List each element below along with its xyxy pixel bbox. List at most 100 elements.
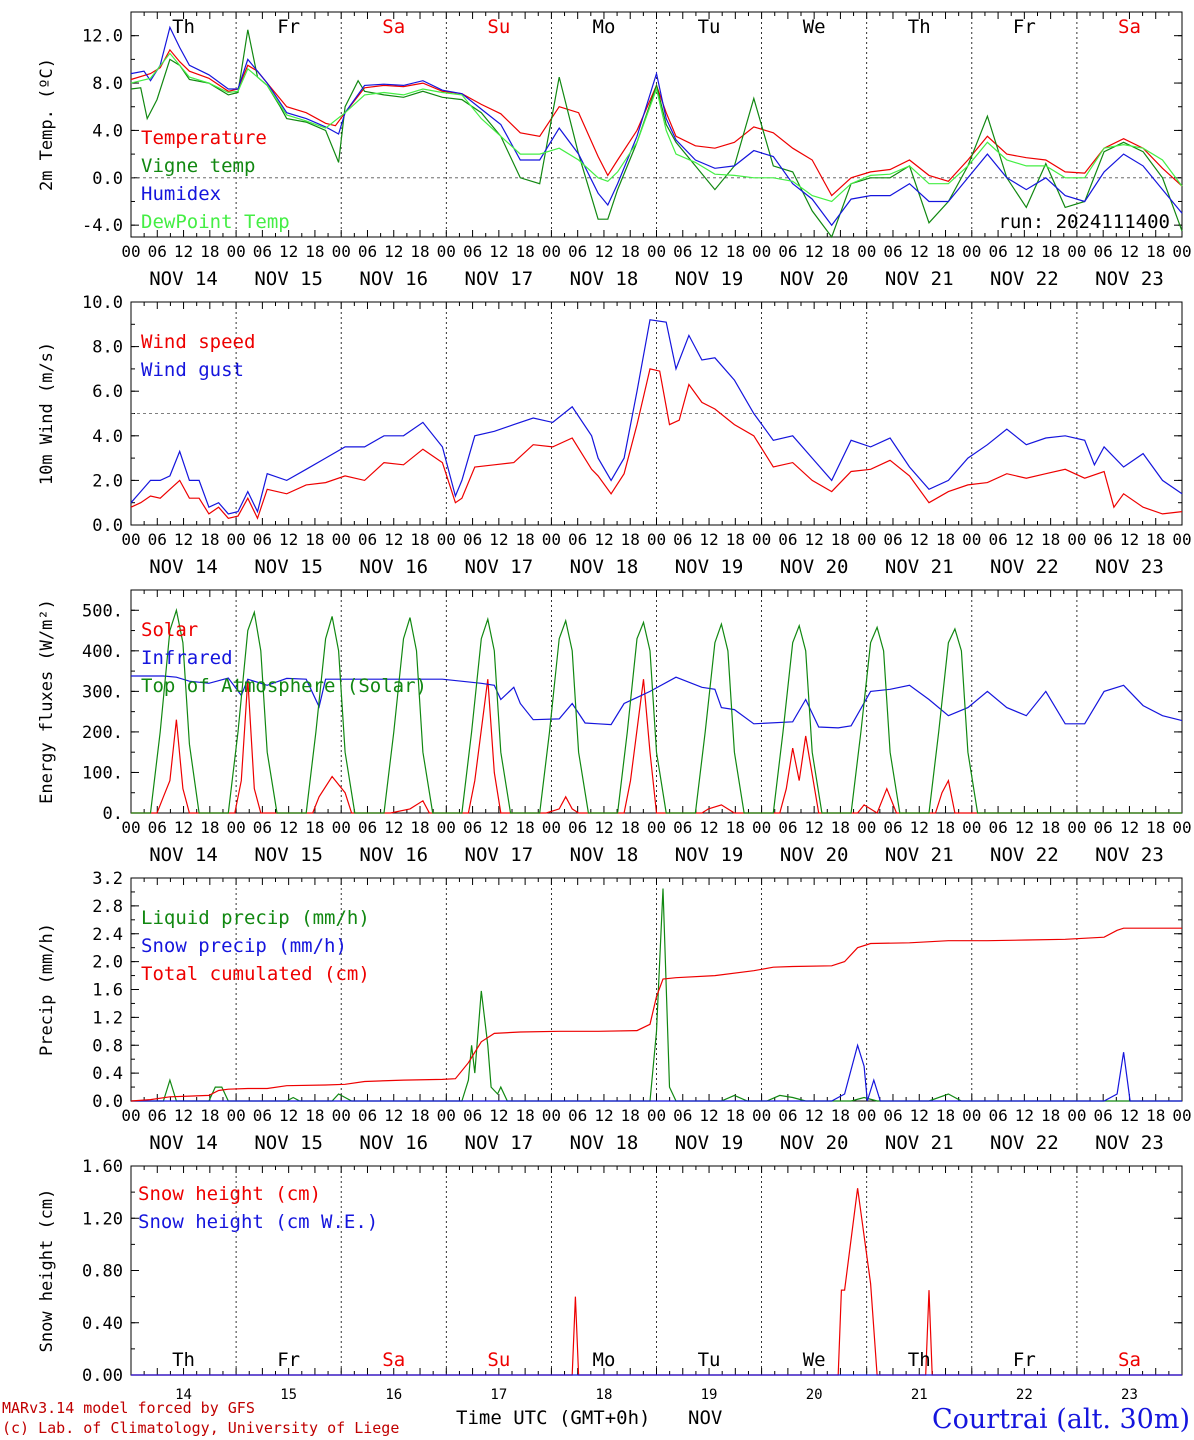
date-label: NOV 16 xyxy=(359,268,428,290)
hour-label: 06 xyxy=(463,1106,482,1125)
hour-label: 18 xyxy=(200,242,219,261)
hour-label: 12 xyxy=(174,242,193,261)
hour-label: 18 xyxy=(1041,1106,1060,1125)
hour-label: 00 xyxy=(437,1106,456,1125)
hour-label: 12 xyxy=(805,530,824,549)
hour-label: 18 xyxy=(726,818,745,837)
date-label: NOV 22 xyxy=(990,556,1059,578)
hour-label: 18 xyxy=(1041,818,1060,837)
hour-label: 12 xyxy=(279,530,298,549)
hour-label: 12 xyxy=(699,818,718,837)
hour-label: 18 xyxy=(1146,1106,1165,1125)
day-name-bottom: Th xyxy=(172,1349,195,1371)
day-date: 17 xyxy=(490,1387,507,1403)
hour-label: 06 xyxy=(463,818,482,837)
y-tick-label: 400. xyxy=(82,642,123,662)
day-name-top: Mo xyxy=(593,16,616,38)
hour-label: 06 xyxy=(568,530,587,549)
hour-label: 12 xyxy=(805,242,824,261)
day-name-bottom: We xyxy=(803,1349,826,1371)
hour-label: 00 xyxy=(542,530,561,549)
hour-label: 00 xyxy=(1067,242,1086,261)
day-date: 16 xyxy=(385,1387,402,1403)
hour-label: 18 xyxy=(621,818,640,837)
hour-label: 00 xyxy=(332,530,351,549)
day-name-bottom: Sa xyxy=(382,1349,405,1371)
hour-label: 12 xyxy=(384,818,403,837)
series-line xyxy=(130,319,1183,515)
hour-label: 12 xyxy=(174,1106,193,1125)
date-label: NOV 14 xyxy=(149,1132,218,1154)
hour-label: 18 xyxy=(1146,530,1165,549)
hour-label: 12 xyxy=(805,1106,824,1125)
hour-label: 00 xyxy=(647,1106,666,1125)
hour-label: 12 xyxy=(1015,1106,1034,1125)
hour-label: 00 xyxy=(437,818,456,837)
hour-label: 18 xyxy=(200,1106,219,1125)
date-label: NOV 19 xyxy=(675,556,744,578)
hour-label: 06 xyxy=(463,530,482,549)
y-tick-label: -4.0 xyxy=(82,216,123,236)
panel-4: 0.0 0.4 0.8 1.2 1.6 2.0 2.4 2.8 3.2 Precip (mm/h)… xyxy=(37,869,1192,1154)
hour-label: 00 xyxy=(962,242,981,261)
hour-label: 00 xyxy=(752,1106,771,1125)
legend-entry: Humidex xyxy=(141,183,221,205)
hour-label: 00 xyxy=(121,1106,140,1125)
date-label: NOV 20 xyxy=(780,844,849,866)
hour-label: 06 xyxy=(988,530,1007,549)
hour-label: 00 xyxy=(1172,242,1191,261)
date-label: NOV 15 xyxy=(254,556,323,578)
hour-label: 12 xyxy=(699,242,718,261)
hour-label: 12 xyxy=(1015,530,1034,549)
y-tick-label: 100. xyxy=(82,763,123,783)
y-tick-label: 1.2 xyxy=(92,1008,123,1028)
y-tick-label: 2.0 xyxy=(92,953,123,973)
hour-label: 00 xyxy=(1172,818,1191,837)
hour-label: 12 xyxy=(174,530,193,549)
hour-label: 12 xyxy=(1120,1106,1139,1125)
hour-label: 18 xyxy=(1041,530,1060,549)
hour-label: 18 xyxy=(726,1106,745,1125)
hour-label: 00 xyxy=(542,242,561,261)
y-axis-label: 2m Temp. (ºC) xyxy=(37,58,57,191)
y-axis-label: Precip (mm/h) xyxy=(37,923,57,1056)
hour-label: 06 xyxy=(778,1106,797,1125)
day-date: 22 xyxy=(1016,1387,1033,1403)
legend-entry: Snow height (cm W.E.) xyxy=(138,1211,378,1233)
hour-label: 12 xyxy=(384,530,403,549)
y-tick-label: 0.0 xyxy=(92,1092,123,1112)
day-name-bottom: Th xyxy=(908,1349,931,1371)
date-label: NOV 21 xyxy=(885,556,954,578)
hour-label: 06 xyxy=(673,818,692,837)
date-label: NOV 23 xyxy=(1095,268,1164,290)
legend-entry: Snow height (cm) xyxy=(138,1183,321,1205)
day-name-top: Sa xyxy=(382,16,405,38)
y-tick-label: 10.0 xyxy=(82,293,123,313)
y-axis-label: 10m Wind (m/s) xyxy=(37,342,57,485)
legend-entry: Solar xyxy=(141,619,198,641)
y-tick-label: 8.0 xyxy=(92,338,123,358)
hour-label: 00 xyxy=(962,1106,981,1125)
date-label: NOV 15 xyxy=(254,268,323,290)
hour-label: 06 xyxy=(988,242,1007,261)
y-tick-label: 2.0 xyxy=(92,471,123,491)
day-name-top: Th xyxy=(172,16,195,38)
hour-label: 00 xyxy=(962,818,981,837)
hour-label: 12 xyxy=(489,1106,508,1125)
legend-entry: Snow precip (mm/h) xyxy=(141,935,347,957)
hour-label: 18 xyxy=(831,818,850,837)
hour-label: 18 xyxy=(621,1106,640,1125)
hour-label: 00 xyxy=(857,818,876,837)
hour-label: 18 xyxy=(936,1106,955,1125)
hour-label: 06 xyxy=(778,530,797,549)
y-tick-label: 0.80 xyxy=(82,1262,123,1282)
day-date: 23 xyxy=(1121,1387,1138,1403)
hour-label: 06 xyxy=(883,818,902,837)
hour-label: 00 xyxy=(647,530,666,549)
hour-label: 18 xyxy=(305,242,324,261)
hour-label: 12 xyxy=(279,242,298,261)
date-label: NOV 19 xyxy=(675,844,744,866)
y-tick-label: 6.0 xyxy=(92,382,123,402)
hour-label: 18 xyxy=(726,530,745,549)
y-tick-label: 1.20 xyxy=(82,1209,123,1229)
